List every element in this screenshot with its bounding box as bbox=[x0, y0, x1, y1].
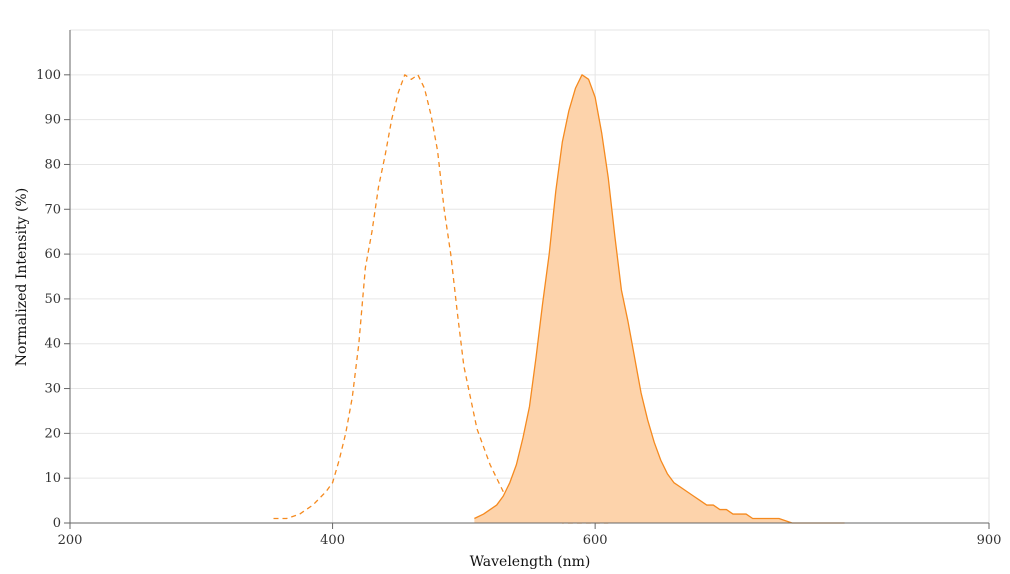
y-tick-label: 80 bbox=[44, 157, 61, 172]
axis-layer: 0 10 20 30 40 50 60 70 80 90 100 200 400 600 900 bbox=[36, 30, 1001, 548]
x-tick-label: 400 bbox=[320, 533, 345, 548]
y-tick-label: 90 bbox=[44, 113, 61, 128]
x-tick-label: 200 bbox=[58, 533, 83, 548]
y-tick-label: 10 bbox=[44, 471, 61, 486]
x-axis-title: Wavelength (nm) bbox=[470, 554, 591, 570]
excitation-dashed-line bbox=[273, 74, 609, 524]
y-tick-label: 30 bbox=[44, 382, 61, 397]
y-tick-label: 50 bbox=[44, 292, 61, 307]
series-layer bbox=[273, 74, 845, 524]
y-tick-label: 40 bbox=[44, 337, 61, 352]
y-tick-label: 70 bbox=[44, 202, 61, 217]
x-tick-label: 600 bbox=[583, 533, 608, 548]
y-tick-label: 20 bbox=[44, 426, 61, 441]
emission-line bbox=[474, 74, 845, 524]
y-tick-label: 100 bbox=[36, 68, 61, 83]
x-tick-label: 900 bbox=[977, 533, 1002, 548]
y-tick-label: 0 bbox=[53, 516, 61, 531]
y-axis-title: Normalized Intensity (%) bbox=[14, 188, 30, 366]
emission-area-fill bbox=[474, 74, 845, 523]
y-tick-label: 60 bbox=[44, 247, 61, 262]
